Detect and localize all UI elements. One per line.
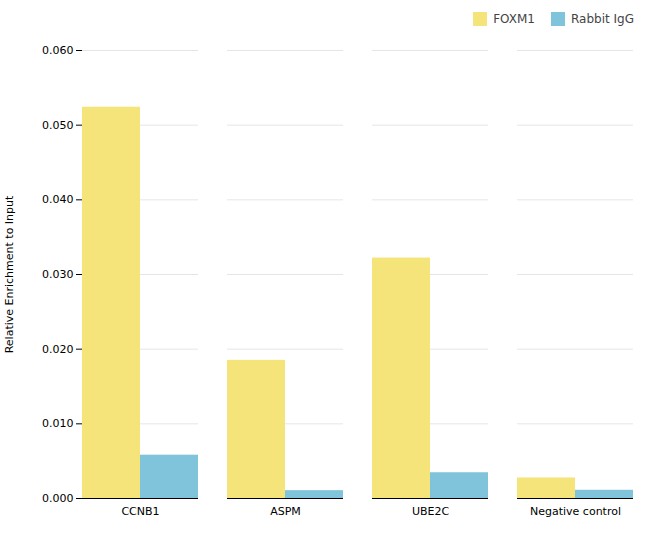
html-text:Rabbit IgG: Rabbit IgG <box>571 12 634 26</box>
svg-text:Negative control: Negative control <box>530 505 621 518</box>
svg-text:Relative Enrichment to Input: Relative Enrichment to Input <box>3 195 16 353</box>
svg-text:0.060: 0.060 <box>42 44 74 57</box>
html-text:FOXM1: FOXM1 <box>493 12 535 26</box>
svg-text:CCNB1: CCNB1 <box>121 505 159 518</box>
svg-text:0.030: 0.030 <box>42 268 74 281</box>
svg-text:0.040: 0.040 <box>42 193 74 206</box>
svg-text:0.050: 0.050 <box>42 119 74 132</box>
svg-text:0.010: 0.010 <box>42 417 74 430</box>
svg-text:0.020: 0.020 <box>42 343 74 356</box>
svg-text:0.000: 0.000 <box>42 492 74 505</box>
svg-text:UBE2C: UBE2C <box>412 505 450 518</box>
svg-text:ASPM: ASPM <box>270 505 301 518</box>
